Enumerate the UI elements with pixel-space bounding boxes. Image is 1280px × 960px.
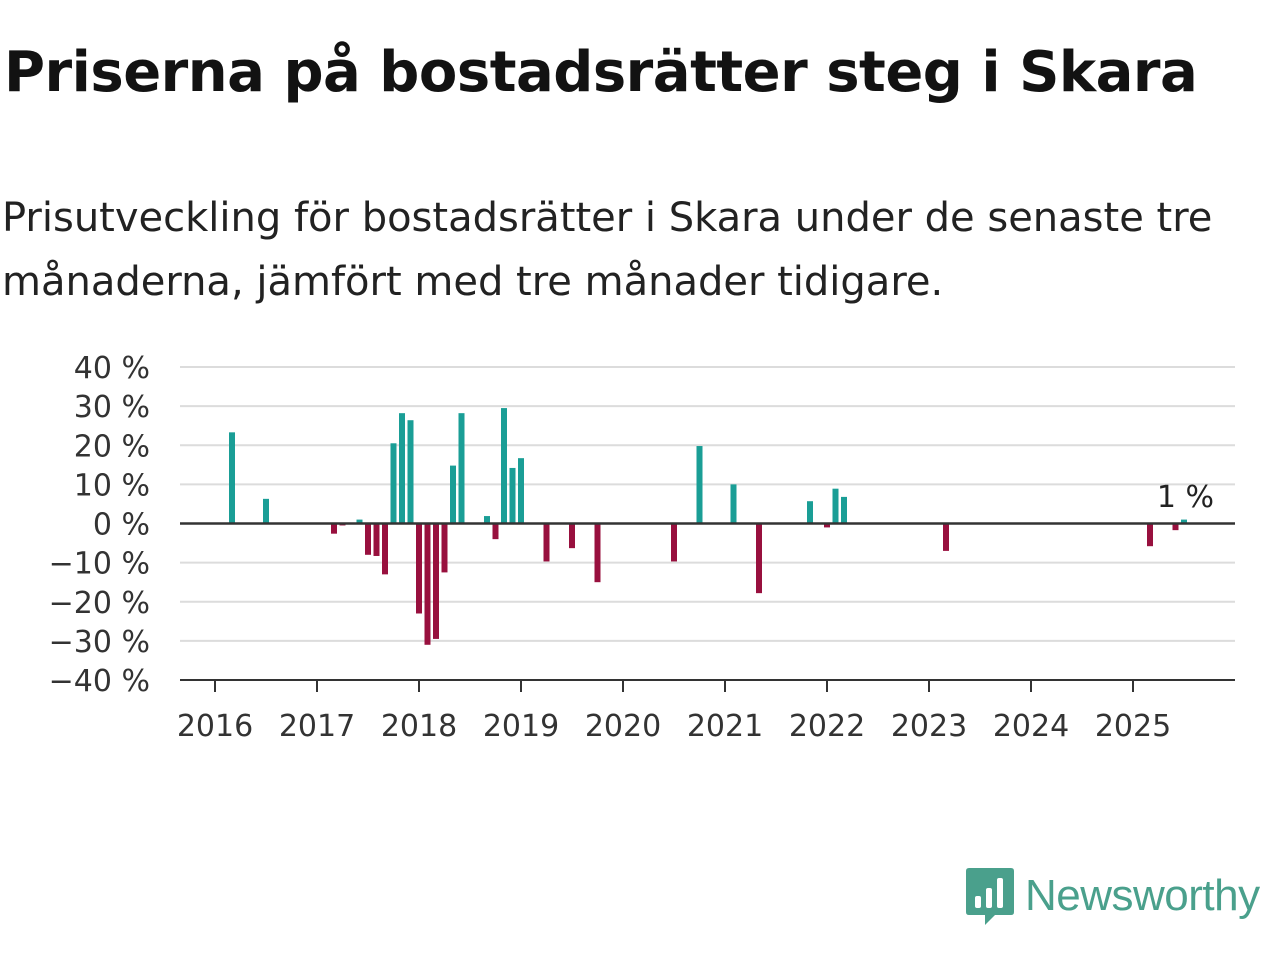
y-tick-label: 0 % [93, 508, 150, 543]
x-tick-label: 2017 [279, 709, 355, 744]
bar [484, 516, 490, 524]
y-tick-label: −20 % [49, 586, 150, 621]
y-tick-label: 40 % [74, 351, 150, 386]
bar [841, 496, 847, 524]
bar [501, 408, 507, 524]
bar [943, 523, 949, 551]
bar [407, 420, 414, 524]
y-tick-label: 10 % [74, 468, 150, 503]
bar [518, 458, 524, 524]
bar [331, 523, 337, 534]
y-tick-label: 30 % [74, 390, 150, 425]
x-tick-label: 2019 [483, 709, 559, 744]
y-tick-label: 20 % [74, 429, 150, 464]
bar [1181, 519, 1187, 524]
bar [433, 523, 439, 639]
x-tick-label: 2023 [891, 709, 967, 744]
y-tick-label: −10 % [49, 547, 150, 582]
bar [441, 523, 448, 573]
bar [730, 484, 737, 524]
bar [1172, 523, 1179, 531]
bar [492, 523, 499, 540]
bar [832, 488, 839, 524]
x-tick-label: 2016 [177, 709, 253, 744]
bar [807, 501, 813, 524]
y-tick-label: −30 % [49, 625, 150, 660]
x-tick-label: 2020 [585, 709, 661, 744]
x-tick-label: 2018 [381, 709, 457, 744]
x-tick-label: 2024 [993, 709, 1069, 744]
bar [824, 523, 830, 528]
newsworthy-logo: Newsworthy [965, 864, 1260, 928]
chart-title: Priserna på bostadsrätter steg i Skara [4, 40, 1198, 105]
bar [1147, 523, 1153, 547]
bar [696, 446, 703, 524]
bar [373, 523, 380, 556]
bar [594, 523, 601, 583]
bar [756, 523, 762, 594]
bar [390, 443, 397, 524]
bar [509, 467, 516, 524]
bar [382, 523, 388, 575]
bar [450, 465, 456, 524]
chart-subtitle: Prisutveckling för bostadsrätter i Skara… [2, 195, 1213, 305]
bar [458, 413, 465, 524]
bar [356, 519, 363, 524]
bar [543, 523, 550, 562]
y-tick-label: −40 % [49, 664, 150, 699]
bar [365, 523, 371, 555]
newsworthy-logo-icon [966, 868, 1014, 925]
x-tick-label: 2025 [1095, 709, 1171, 744]
bar-chart: 40 % 30 % 20 % 10 % 0 % −10 % −20 % −30 % −40 % 2… [49, 351, 1235, 744]
bar [399, 413, 405, 524]
bar [671, 523, 677, 562]
bar [569, 523, 575, 549]
x-tick-label: 2021 [687, 709, 763, 744]
x-tick-label: 2022 [789, 709, 865, 744]
bar [416, 523, 422, 614]
bar [229, 432, 235, 524]
bar [263, 498, 269, 524]
bar [424, 523, 431, 645]
newsworthy-wordmark: Newsworthy [1025, 871, 1260, 920]
value-annotation: 1 % [1157, 480, 1214, 515]
